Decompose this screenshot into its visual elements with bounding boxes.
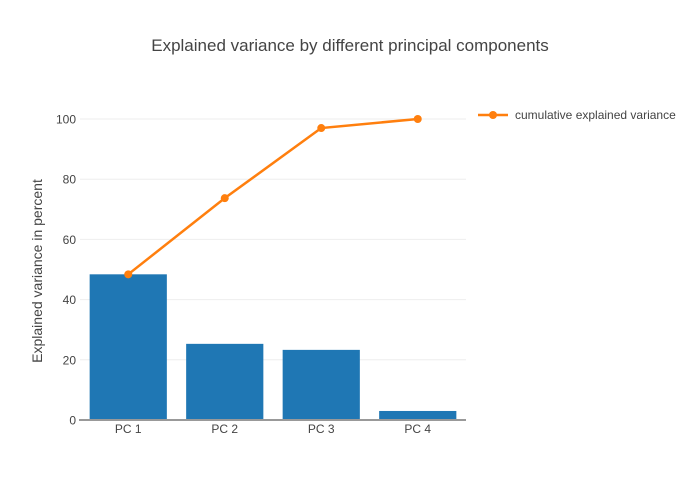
x-tick-label-pc-1: PC 1 bbox=[115, 422, 142, 436]
cumulative-marker-pc-3 bbox=[317, 124, 326, 133]
x-tick-label-pc-4: PC 4 bbox=[404, 422, 431, 436]
x-tick-label-pc-3: PC 3 bbox=[308, 422, 335, 436]
legend-item-cumulative[interactable]: cumulative explained variance bbox=[477, 109, 676, 121]
y-tick-label-100: 100 bbox=[56, 113, 76, 127]
cumulative-line bbox=[127, 117, 418, 276]
cumulative-marker-pc-4 bbox=[413, 115, 422, 123]
cumulative-marker-pc-2 bbox=[220, 194, 229, 203]
legend-line-marker-icon bbox=[478, 111, 508, 119]
bar-pc-4 bbox=[379, 410, 457, 419]
bar-pc-2 bbox=[186, 343, 264, 419]
cumulative-marker-pc-1 bbox=[124, 270, 133, 279]
x-tick-label-pc-2: PC 2 bbox=[211, 422, 238, 436]
chart-title: Explained variance by different principa… bbox=[151, 36, 549, 55]
y-tick-label-20: 20 bbox=[63, 353, 77, 367]
legend: cumulative explained variance bbox=[477, 109, 676, 121]
y-tick-label-60: 60 bbox=[63, 233, 77, 247]
bar-pc-3 bbox=[282, 349, 360, 419]
bar-pc-1 bbox=[89, 274, 167, 419]
y-tick-label-40: 40 bbox=[63, 293, 77, 307]
y-tick-label-0: 0 bbox=[69, 414, 76, 428]
y-tick-label-80: 80 bbox=[63, 173, 77, 187]
legend-marker-sample bbox=[489, 111, 497, 119]
legend-label: cumulative explained variance bbox=[515, 108, 676, 122]
